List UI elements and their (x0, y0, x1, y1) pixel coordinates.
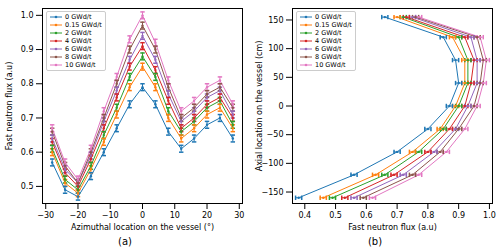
svg-text:50: 50 (273, 73, 283, 82)
svg-text:0.7: 0.7 (21, 114, 34, 123)
svg-text:0.9: 0.9 (452, 211, 465, 220)
html-text:(b): (b) (367, 236, 383, 247)
svg-text:Fast neutron flux (a.u): Fast neutron flux (a.u) (5, 62, 14, 151)
html-text:2 GWd/t: 2 GWd/t (315, 29, 342, 37)
svg-text:Fast neutron flux (a.u): Fast neutron flux (a.u) (348, 223, 437, 232)
html-text:0.15 GWd/t: 0.15 GWd/t (315, 21, 352, 29)
html-text:0 GWd/t: 0 GWd/t (65, 13, 92, 21)
svg-text:0.8: 0.8 (21, 79, 34, 88)
svg-text:150: 150 (268, 16, 283, 25)
html-text:8 GWd/t: 8 GWd/t (65, 53, 92, 61)
html-text:10 GWd/t: 10 GWd/t (65, 61, 96, 69)
svg-text:−100: −100 (262, 159, 284, 168)
svg-text:−50: −50 (267, 130, 284, 139)
svg-text:0.8: 0.8 (422, 211, 435, 220)
svg-text:0.5: 0.5 (329, 211, 342, 220)
html-text:10 GWd/t: 10 GWd/t (315, 61, 346, 69)
html-text:2 GWd/t: 2 GWd/t (65, 29, 92, 37)
svg-text:1.0: 1.0 (483, 211, 496, 220)
svg-text:0: 0 (278, 102, 283, 111)
html-text:4 GWd/t: 4 GWd/t (65, 37, 92, 45)
html-text:6 GWd/t: 6 GWd/t (65, 45, 92, 53)
svg-text:0.4: 0.4 (298, 211, 311, 220)
html-text:(a): (a) (118, 236, 132, 247)
svg-text:0.5: 0.5 (21, 182, 34, 191)
svg-text:30: 30 (234, 211, 244, 220)
svg-text:0.9: 0.9 (21, 45, 34, 54)
html-text:4 GWd/t: 4 GWd/t (315, 37, 342, 45)
svg-text:0: 0 (140, 211, 145, 220)
html-text:0.15 GWd/t: 0.15 GWd/t (65, 21, 102, 29)
svg-text:−30: −30 (37, 211, 54, 220)
svg-text:100: 100 (268, 44, 283, 53)
svg-text:0.6: 0.6 (360, 211, 373, 220)
svg-text:Axial location on the vessel (: Axial location on the vessel (cm) (255, 41, 264, 172)
svg-text:1.0: 1.0 (21, 11, 34, 20)
html-text:8 GWd/t: 8 GWd/t (315, 53, 342, 61)
svg-text:0.6: 0.6 (21, 148, 34, 157)
html-text:0 GWd/t: 0 GWd/t (315, 13, 342, 21)
svg-text:−20: −20 (70, 211, 87, 220)
svg-text:20: 20 (202, 211, 212, 220)
svg-text:10: 10 (170, 211, 180, 220)
svg-text:0.7: 0.7 (391, 211, 404, 220)
svg-text:−10: −10 (102, 211, 119, 220)
html-text:6 GWd/t: 6 GWd/t (315, 45, 342, 53)
svg-text:−150: −150 (262, 188, 284, 197)
svg-text:Azimuthal location on the vess: Azimuthal location on the vessel (°) (71, 223, 214, 232)
